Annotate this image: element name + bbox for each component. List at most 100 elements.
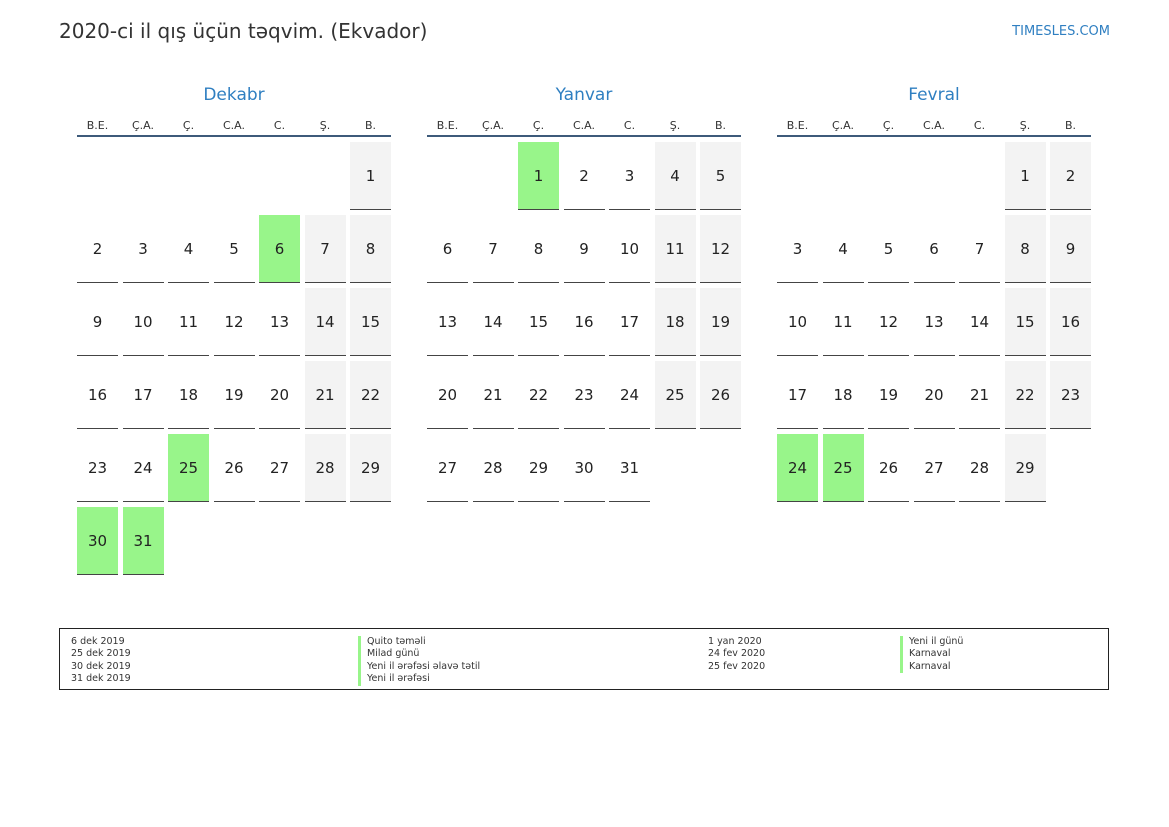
holiday-day-cell: 31: [122, 507, 164, 575]
day-cell: 23: [563, 361, 605, 429]
weekday-label: Ş.: [669, 119, 681, 132]
legend-holiday-name: Karnaval: [900, 660, 963, 674]
day-cell: 22: [518, 361, 559, 429]
day-cell: 26: [213, 434, 255, 502]
day-cell: 14: [472, 288, 514, 356]
day-cell: 28: [304, 434, 346, 502]
brand-link[interactable]: TIMESLES.COM: [1012, 24, 1110, 39]
day-cell: 13: [427, 288, 468, 356]
day-cell: 10: [122, 288, 164, 356]
legend-date: 25 dek 2019: [71, 648, 131, 660]
day-cell: 4: [654, 142, 696, 210]
day-cell: 17: [777, 361, 818, 429]
day-cell: 17: [122, 361, 164, 429]
weekday-label: C.: [623, 119, 636, 132]
day-cell: 9: [77, 288, 118, 356]
days-grid: 1 2 3 4 5 6 7 8 9 10 11 12 13 14 15 16 17 18 19 20 21 22 23 24 2…: [77, 142, 391, 575]
month-name: Dekabr: [203, 85, 265, 105]
day-cell: 5: [868, 215, 909, 283]
day-cell: 10: [777, 288, 818, 356]
holiday-day-cell: 25: [822, 434, 864, 502]
empty-cell: [168, 507, 209, 575]
weekday-label: Ç.: [182, 119, 195, 132]
weekday-header: B.E. Ç.A. Ç. C.A. C. Ş. B.: [777, 108, 1091, 137]
weekday-label: Ç.A.: [131, 119, 154, 132]
legend-date: 31 dek 2019: [71, 673, 131, 685]
weekday-label: C.A.: [572, 119, 595, 132]
weekday-label: C.: [273, 119, 286, 132]
weekday-label: Ş.: [319, 119, 331, 132]
day-cell: 15: [1004, 288, 1046, 356]
day-cell: 5: [213, 215, 255, 283]
day-cell: 6: [913, 215, 955, 283]
day-cell: 27: [427, 434, 468, 502]
empty-cell: [959, 142, 1000, 210]
holiday-day-cell: 1: [518, 142, 559, 210]
weekday-label: Ş.: [1019, 119, 1031, 132]
holiday-day-cell: 24: [777, 434, 818, 502]
month-calendar-january: Yanvar B.E. Ç.A. Ç. C.A. C. Ş. B. 1 2 3 4 5 6 7 8 9 10 1…: [427, 82, 741, 502]
day-cell: 26: [700, 361, 741, 429]
day-cell: 30: [563, 434, 605, 502]
legend-dates-right: 1 yan 2020 24 fev 2020 25 fev 2020: [708, 636, 765, 673]
day-cell: 10: [609, 215, 650, 283]
holiday-day-cell: 30: [77, 507, 118, 575]
month-calendar-february: Fevral B.E. Ç.A. Ç. C.A. C. Ş. B. 1 2 3 4 5 6 7 8 9 10 1…: [777, 82, 1091, 502]
weekday-label: Ç.: [532, 119, 545, 132]
legend-date: 6 dek 2019: [71, 636, 125, 647]
empty-cell: [214, 142, 255, 210]
empty-cell: [305, 507, 346, 575]
empty-cell: [473, 142, 514, 210]
holiday-day-cell: 6: [259, 215, 300, 283]
empty-cell: [259, 507, 300, 575]
weekday-label: B.: [714, 119, 727, 132]
day-cell: 25: [654, 361, 696, 429]
day-cell: 21: [472, 361, 514, 429]
day-cell: 29: [350, 434, 391, 502]
day-cell: 22: [350, 361, 391, 429]
day-cell: 15: [350, 288, 391, 356]
month-name: Yanvar: [555, 85, 613, 105]
day-cell: 27: [913, 434, 955, 502]
day-cell: 2: [77, 215, 118, 283]
legend-date: 1 yan 2020: [708, 636, 762, 647]
month-calendar-december: Dekabr B.E. Ç.A. Ç. C.A. C. Ş. B. 1 2 3 4 5 6 7 8 9 10 1…: [77, 82, 391, 575]
day-cell: 3: [609, 142, 650, 210]
day-cell: 13: [259, 288, 300, 356]
day-cell: 7: [959, 215, 1000, 283]
day-cell: 29: [1004, 434, 1046, 502]
empty-cell: [214, 507, 255, 575]
day-cell: 6: [427, 215, 468, 283]
weekday-label: B.E.: [436, 119, 459, 132]
empty-cell: [168, 142, 209, 210]
weekday-label: Ç.: [882, 119, 895, 132]
day-cell: 4: [822, 215, 864, 283]
day-cell: 14: [959, 288, 1000, 356]
weekday-header: B.E. Ç.A. Ç. C.A. C. Ş. B.: [77, 108, 391, 137]
day-cell: 2: [563, 142, 605, 210]
day-cell: 7: [304, 215, 346, 283]
empty-cell: [123, 142, 164, 210]
day-cell: 16: [563, 288, 605, 356]
day-cell: 1: [1004, 142, 1046, 210]
legend-date: 24 fev 2020: [708, 648, 766, 660]
legend-holiday-name: Yeni il günü: [900, 636, 963, 649]
day-cell: 28: [959, 434, 1000, 502]
empty-cell: [350, 507, 391, 575]
day-cell: 12: [213, 288, 255, 356]
day-cell: 20: [427, 361, 468, 429]
weekday-label: B.: [364, 119, 377, 132]
day-cell: 2: [1050, 142, 1091, 210]
legend-dates-left: 6 dek 2019 25 dek 2019 30 dek 2019 31 dek 2…: [71, 636, 131, 686]
month-name: Fevral: [908, 85, 960, 105]
day-cell: 19: [700, 288, 741, 356]
day-cell: 7: [472, 215, 514, 283]
day-cell: 19: [213, 361, 255, 429]
day-cell: 31: [609, 434, 650, 502]
legend-names-left: Quito təməli Milad günü Yeni il ərəfəsi əl…: [358, 636, 480, 686]
day-cell: 8: [1004, 215, 1046, 283]
day-cell: 11: [168, 288, 209, 356]
weekday-header: B.E. Ç.A. Ç. C.A. C. Ş. B.: [427, 108, 741, 137]
day-cell: 19: [868, 361, 909, 429]
legend-date: 25 fev 2020: [708, 660, 766, 672]
